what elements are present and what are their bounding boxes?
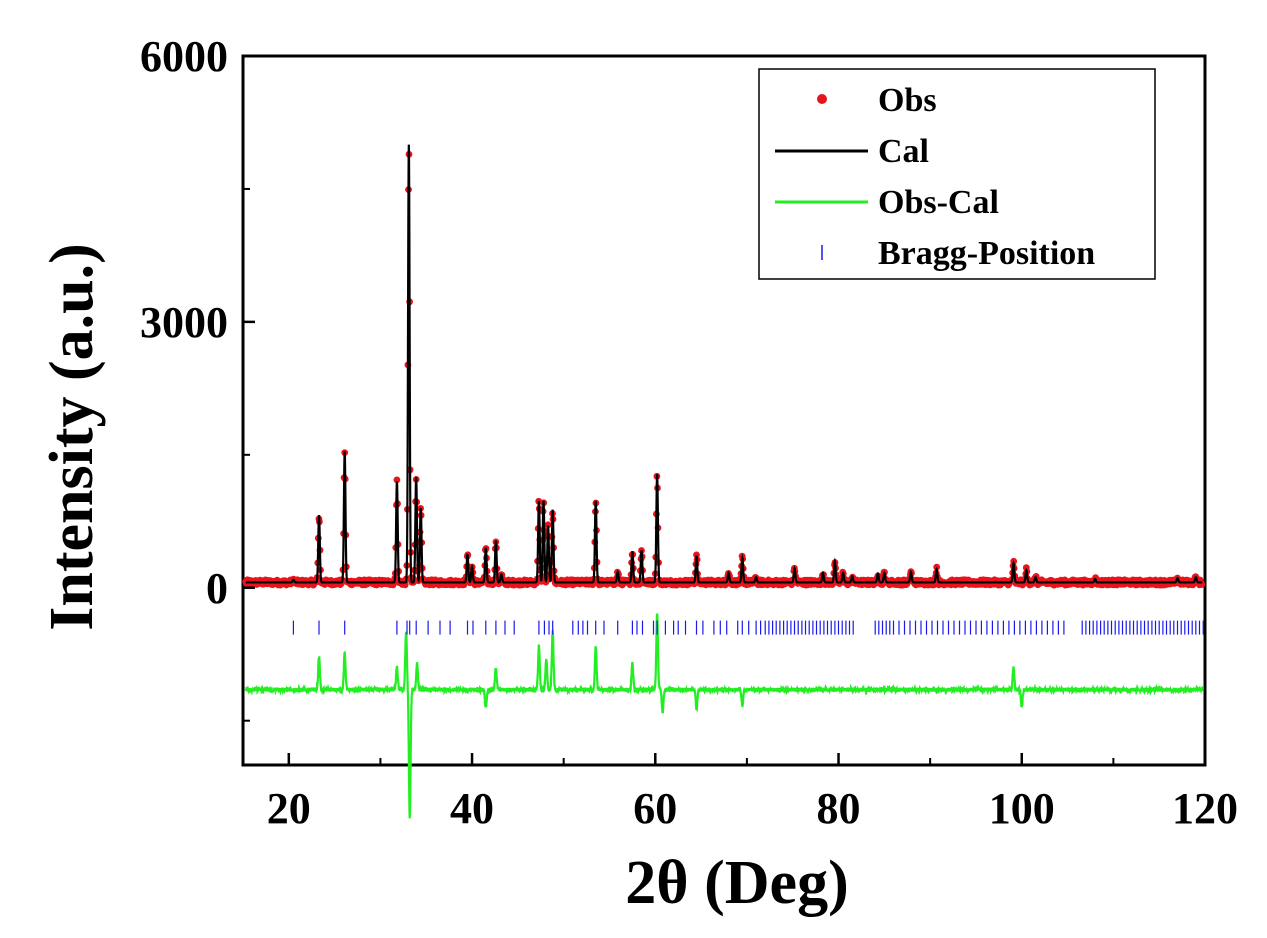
legend-box xyxy=(758,68,1156,280)
obs-cal-series xyxy=(244,613,1204,819)
obs-cal-line xyxy=(244,613,1204,819)
cal-series xyxy=(245,144,1203,584)
bragg-position-series xyxy=(292,620,1204,635)
y-tick-label: 0 xyxy=(206,564,228,613)
axes: 20 40 60 80 100 120 0 3000 6000 xyxy=(140,32,1238,833)
y-tick-label: 6000 xyxy=(140,32,228,81)
x-tick-label: 40 xyxy=(450,784,494,833)
x-axis-title: 2θ (Deg) xyxy=(625,849,848,917)
x-tick-label: 100 xyxy=(989,784,1055,833)
legend-cal-label: Cal xyxy=(878,133,929,170)
legend-obs-label: Obs xyxy=(878,82,937,119)
x-tick-label: 120 xyxy=(1172,784,1238,833)
legend-bragg-label: Bragg-Position xyxy=(878,235,1095,272)
x-tick-label: 20 xyxy=(267,784,311,833)
obs-point xyxy=(393,476,401,484)
y-axis-title: Intensity (a.u.) xyxy=(38,243,106,631)
legend-obs-marker xyxy=(817,94,827,104)
legend-obs-cal-label: Obs-Cal xyxy=(878,184,999,221)
x-tick-label: 60 xyxy=(633,784,677,833)
x-tick-label: 80 xyxy=(817,784,861,833)
legend: Obs Cal Obs-Cal Bragg-Position xyxy=(758,68,1156,280)
cal-line xyxy=(245,144,1203,584)
obs-point xyxy=(544,521,552,529)
y-tick-label: 3000 xyxy=(140,298,228,347)
